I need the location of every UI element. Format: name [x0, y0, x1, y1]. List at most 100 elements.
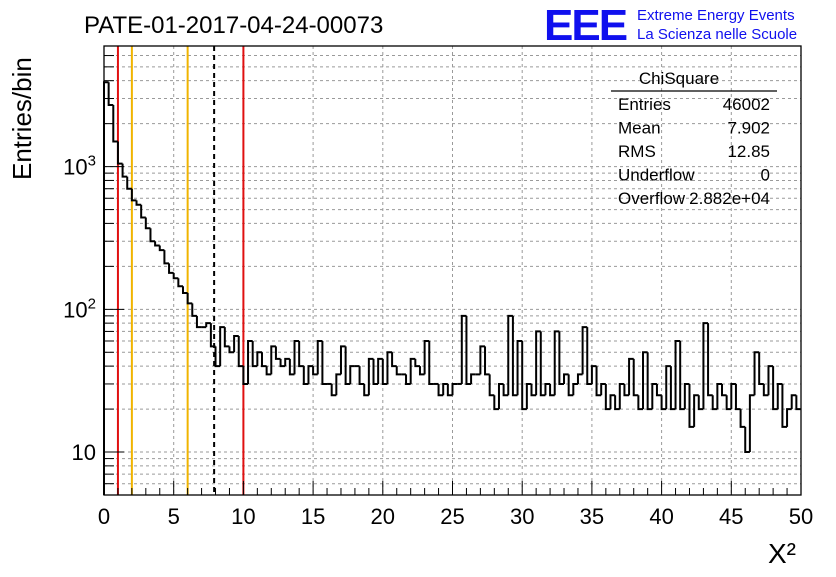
histogram-bin — [316, 339, 323, 375]
histogram-bin — [339, 345, 346, 375]
histogram-bin — [642, 351, 648, 410]
histogram-bin — [558, 331, 565, 385]
histogram-bin — [790, 394, 797, 410]
histogram-bin — [391, 352, 397, 368]
eee-logo: EEE Extreme Energy Events La Scienza nel… — [544, 1, 797, 50]
stats-value-entries: 46002 — [723, 95, 770, 114]
stats-label-underflow: Underflow — [618, 166, 695, 185]
logo-mark: EEE — [544, 1, 627, 50]
histogram-bin — [716, 382, 723, 410]
histogram-bin — [479, 345, 486, 375]
histogram-bin — [721, 383, 727, 397]
histogram-bin — [344, 346, 351, 385]
histogram-bin — [386, 351, 393, 384]
histogram-bin — [265, 366, 272, 376]
histogram-bin — [516, 339, 523, 396]
histogram-bin — [205, 322, 211, 328]
histogram-bin — [103, 81, 109, 495]
histogram-bin — [465, 315, 472, 385]
stats-value-overflow: 2.882e+04 — [689, 189, 770, 208]
histogram-bin — [646, 352, 653, 411]
histogram-bin — [502, 383, 509, 397]
histogram-bin — [237, 336, 244, 368]
histogram-bin — [209, 323, 216, 348]
histogram-bin — [493, 395, 499, 411]
histogram-bin — [702, 322, 709, 410]
histogram-bin — [302, 366, 309, 385]
histogram-bin — [725, 395, 732, 411]
y-tick-label: 10 — [72, 440, 96, 465]
histogram-bin — [679, 340, 685, 411]
histogram-bin — [753, 351, 760, 396]
histogram-bin — [367, 357, 374, 396]
stats-label-mean: Mean — [618, 119, 661, 138]
x-tick-label: 15 — [301, 504, 325, 529]
histogram-bin — [665, 365, 671, 410]
histogram-bin — [618, 382, 625, 410]
histogram-bin — [251, 340, 258, 368]
histogram-bin — [614, 395, 620, 411]
histogram-bin — [358, 366, 365, 385]
histogram-bin — [363, 383, 369, 397]
histogram-bin — [693, 394, 699, 427]
x-tick-label: 10 — [231, 504, 255, 529]
histogram-bin — [395, 366, 402, 376]
stats-header: ChiSquare — [639, 69, 719, 88]
histogram-bin — [270, 345, 276, 375]
histogram-bin — [191, 303, 197, 317]
x-tick-label: 50 — [789, 504, 813, 529]
histogram-bin — [186, 293, 193, 305]
histogram-bin — [219, 326, 225, 367]
chart-title: PATE-01-2017-04-24-00073 — [84, 12, 383, 39]
histogram-bin — [121, 163, 128, 178]
histogram-bin — [307, 365, 314, 384]
histogram-bin — [683, 382, 690, 410]
histogram-bin — [168, 263, 174, 274]
histogram-bin — [260, 352, 267, 368]
histogram-bin — [762, 383, 769, 397]
histogram-bin — [135, 200, 142, 206]
histogram-bin — [158, 245, 165, 252]
histogram-bin — [604, 383, 611, 411]
histogram-bin — [637, 395, 644, 411]
histogram-bin — [116, 141, 123, 165]
histogram-bin — [321, 340, 328, 385]
histogram-bin — [126, 176, 132, 190]
x-tick-label: 25 — [440, 504, 464, 529]
histogram-bin — [423, 339, 430, 375]
histogram-bin — [795, 395, 801, 411]
histogram-bin — [293, 339, 300, 375]
histogram-bin — [539, 331, 546, 397]
x-tick-label: 5 — [168, 504, 180, 529]
histogram-bin — [744, 426, 750, 454]
histogram-bin — [563, 373, 569, 384]
histogram-bin — [628, 357, 634, 396]
histogram-bin — [372, 358, 379, 385]
histogram-bin — [674, 339, 681, 410]
histogram-bin — [535, 330, 541, 396]
histogram-bin — [511, 315, 518, 397]
histogram-bin — [298, 340, 304, 368]
stats-rows: Entries 46002 Mean 7.902 RMS 12.85 Underflow 0 O… — [618, 95, 770, 208]
histogram-bin — [335, 373, 341, 396]
stats-label-entries: Entries — [618, 95, 671, 114]
histogram-bin — [377, 357, 383, 384]
histogram-bin — [233, 335, 239, 353]
histogram-bin — [484, 346, 490, 376]
histogram-bin — [451, 382, 458, 396]
histogram-bin — [414, 358, 420, 368]
histogram-bin — [572, 382, 578, 396]
histogram-bin — [437, 383, 444, 397]
histogram-bin — [488, 374, 495, 397]
histogram-bin — [288, 358, 295, 376]
histogram-bin — [274, 346, 281, 360]
histogram-bin — [214, 346, 221, 368]
histogram-bin — [525, 382, 532, 410]
axes: 0 5 10 15 20 25 30 35 40 45 50 10 102 103 — [63, 45, 813, 529]
histogram-bin — [758, 352, 764, 385]
x-tick-label: 0 — [98, 504, 110, 529]
histogram-bin — [242, 366, 249, 385]
histogram-bin — [177, 278, 183, 288]
histogram-bin — [418, 366, 425, 376]
histogram-bin — [442, 382, 448, 396]
